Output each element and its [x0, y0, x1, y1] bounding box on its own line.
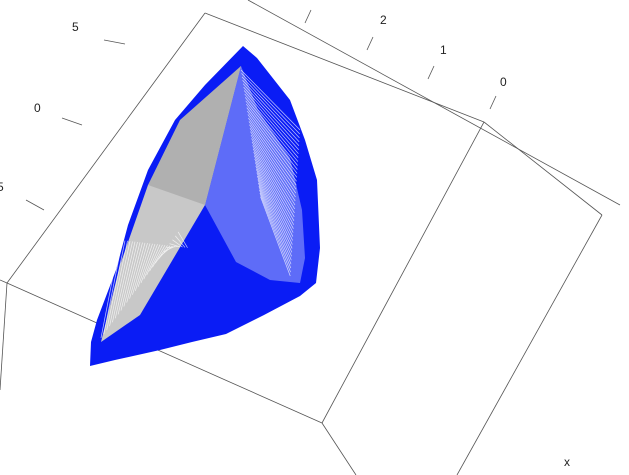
top-axis-tick-label: 0 [500, 75, 507, 89]
mesh-line [255, 165, 293, 241]
mesh-line [146, 244, 161, 276]
mesh-line [100, 239, 121, 339]
mesh-line [143, 244, 158, 280]
mesh-line [112, 241, 131, 323]
box-edge [483, 121, 603, 216]
mesh-line [166, 246, 178, 248]
mesh-line [246, 107, 298, 174]
left-axis-tick-label: 5 [0, 180, 4, 194]
mesh-line [242, 80, 300, 143]
mesh-line [258, 186, 292, 265]
mesh-line [103, 240, 123, 335]
mesh-line [252, 145, 295, 218]
tick-mark [427, 65, 435, 80]
mesh-line [123, 242, 141, 307]
mesh-line [152, 244, 166, 268]
mesh-line [257, 179, 292, 257]
mesh-line [244, 97, 299, 162]
mesh-line [255, 169, 293, 245]
mesh-line [243, 90, 299, 154]
tick-mark [103, 39, 126, 45]
mesh-line [241, 76, 300, 139]
mesh-line [259, 193, 291, 273]
inner-face-top [148, 66, 241, 205]
box-edge [0, 282, 8, 391]
mesh-line [248, 121, 297, 190]
mesh-line [252, 148, 295, 221]
mesh-line [251, 138, 296, 210]
box-edge [321, 121, 485, 424]
mesh-line [140, 243, 156, 284]
box-edge [247, 0, 621, 206]
mesh-line [114, 241, 133, 319]
mesh-line [117, 241, 136, 315]
mesh-line [249, 124, 297, 194]
mesh-line [169, 243, 181, 248]
box-edge [6, 12, 206, 284]
tick-mark [304, 9, 312, 24]
mesh-line [177, 231, 188, 248]
mesh-line [250, 134, 296, 206]
top-axis-tick-label: 1 [440, 43, 447, 57]
mesh-line [253, 155, 294, 229]
mesh-line [172, 239, 183, 248]
tick-marks [25, 9, 497, 211]
mesh-line [251, 141, 295, 214]
mesh-line [249, 127, 296, 198]
mesh-line [120, 241, 138, 311]
mesh-line [244, 93, 299, 158]
mesh-line [247, 114, 297, 182]
box-edge [456, 214, 603, 475]
tick-mark [25, 199, 45, 211]
mesh-line [245, 100, 298, 166]
mesh-line [241, 73, 300, 135]
top-axis-tick-label: 2 [380, 13, 387, 27]
mesh-line [129, 242, 146, 299]
tick-mark [489, 95, 497, 110]
mesh-line [240, 69, 301, 131]
box-edge [204, 12, 485, 123]
tick-mark [61, 117, 83, 126]
mesh-line [254, 158, 294, 233]
mesh-line [134, 243, 151, 291]
x-axis-title: x [564, 455, 570, 469]
left-axis-tick-label: 5 [72, 20, 79, 34]
mesh-line [254, 162, 294, 237]
mesh-line [256, 175, 293, 253]
box-edge [321, 422, 357, 475]
tick-mark [366, 36, 374, 51]
mesh-line [109, 240, 128, 327]
mesh-line [259, 189, 292, 269]
box-edge [6, 282, 323, 424]
mesh-line [253, 151, 294, 225]
surface-mesh-lines [100, 69, 301, 339]
mesh-line [175, 235, 186, 248]
mesh-line [243, 86, 299, 150]
mesh-line [248, 117, 297, 186]
mesh-line [106, 240, 126, 331]
box-edge [0, 279, 8, 284]
mesh-line [126, 242, 143, 303]
mesh-line [242, 83, 300, 147]
mesh-line [256, 172, 293, 249]
mesh-line [154, 245, 168, 264]
mesh-line [250, 131, 296, 202]
left-axis-tick-label: 0 [34, 101, 41, 115]
mesh-line [260, 196, 291, 277]
surface [90, 46, 320, 366]
mesh-line [247, 110, 298, 178]
inner-face-right [205, 66, 305, 283]
mesh-line [245, 103, 298, 170]
mesh-line [137, 243, 153, 288]
mesh-line [258, 182, 292, 261]
mesh-line [132, 243, 148, 295]
mesh-line [149, 244, 163, 272]
